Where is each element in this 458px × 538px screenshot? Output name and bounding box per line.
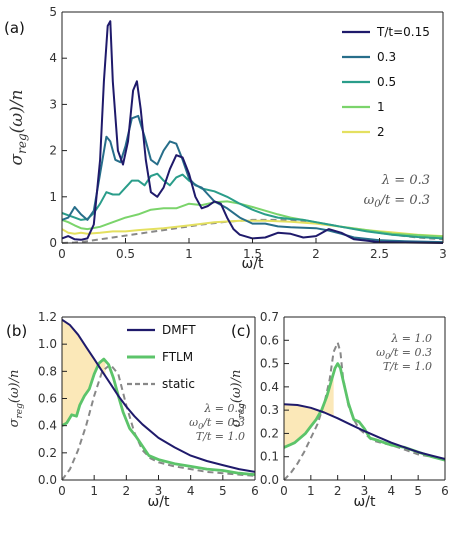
y-tick-label: 0 <box>49 236 57 250</box>
y-tick-label: 0.1 <box>260 450 279 464</box>
x-tick-label: 0.5 <box>116 247 135 261</box>
y-tick-label: 1.0 <box>38 337 57 351</box>
annotation-text: ω0/t = 0.3 <box>364 193 430 210</box>
y-axis-label: σreg(ω)/n <box>229 370 247 428</box>
x-tick-label: 4 <box>388 484 396 498</box>
y-tick-label: 0.6 <box>260 333 279 347</box>
series-line-0-5 <box>61 172 444 240</box>
legend-label: 1 <box>377 100 385 114</box>
series-line-dmft <box>61 318 256 473</box>
series-line-ftlm <box>283 362 446 462</box>
x-tick-label: 2.5 <box>370 247 389 261</box>
y-tick-label: 0.7 <box>260 310 279 324</box>
series-line-0-3 <box>61 114 444 244</box>
legend-label: T/t=0.15 <box>376 25 430 39</box>
y-axis-label: σreg(ω)/n <box>7 370 25 428</box>
chart-panel-b: 0 1 2 3 4 5 6 0.0 0.2 0.4 0.6 0.8 1.0 1.2 ω/t σreg(ω)/n… <box>6 310 259 510</box>
x-tick-label: 2 <box>334 484 342 498</box>
x-tick-label: 1.5 <box>243 247 262 261</box>
x-tick-label: 3 <box>361 484 369 498</box>
annotation-text: T/t = 1.0 <box>383 360 432 373</box>
y-tick-label: 0.6 <box>38 392 57 406</box>
series-line-t-t-0-15 <box>61 20 444 244</box>
y-tick-label: 0.4 <box>260 380 279 394</box>
annotation-text: λ = 0.3 <box>381 173 430 188</box>
x-axis-label: ω/t <box>148 494 170 510</box>
x-tick-label: 1 <box>185 247 193 261</box>
x-tick-label: 2 <box>123 484 131 498</box>
series-line-dmft <box>283 403 446 460</box>
panel-label: (c) <box>231 322 251 340</box>
x-tick-label: 0 <box>58 247 66 261</box>
legend-label: 0.3 <box>377 50 396 64</box>
y-tick-label: 1.2 <box>38 310 57 324</box>
chart-panel-c: 0 1 2 3 4 5 60.00.10.20.30.40.50.60.7ω/tσreg(ω… <box>229 310 449 510</box>
chart-panel-a: 0 0.5 1 1.5 2 2.5 3 0 1 2 3 4 5 ω/t σreg(ω)/n (a) T/t=0.… <box>4 5 447 272</box>
x-tick-label: 5 <box>414 484 422 498</box>
x-tick-label: 3 <box>439 247 447 261</box>
panel-label: (b) <box>6 322 27 340</box>
annotation-text: T/t = 1.0 <box>196 430 245 443</box>
x-tick-label: 0 <box>280 484 288 498</box>
annotation-text: ω0/t = 0.3 <box>189 416 245 431</box>
x-axis-label: ω/t <box>354 494 376 510</box>
x-tick-label: 0 <box>58 484 66 498</box>
x-tick-label: 2 <box>312 247 320 261</box>
y-tick-label: 4 <box>49 51 57 65</box>
x-tick-label: 1 <box>90 484 98 498</box>
x-tick-label: 6 <box>441 484 449 498</box>
y-tick-label: 0.5 <box>260 357 279 371</box>
legend-label: 0.5 <box>377 75 396 89</box>
x-tick-label: 6 <box>251 484 259 498</box>
y-tick-label: 5 <box>49 5 57 19</box>
annotation-text: ω0/t = 0.3 <box>376 346 432 361</box>
x-axis-label: ω/t <box>242 256 264 272</box>
x-tick-label: 3 <box>155 484 163 498</box>
panel-label: (a) <box>4 19 25 37</box>
legend-label: static <box>162 377 195 391</box>
legend-label: 2 <box>377 125 385 139</box>
y-tick-label: 1 <box>49 190 57 204</box>
annotation-text: λ = 0.3 <box>203 402 245 415</box>
y-tick-label: 2 <box>49 144 57 158</box>
shaded-region <box>284 372 334 448</box>
y-tick-label: 0.4 <box>38 419 57 433</box>
y-tick-label: 0.8 <box>38 364 57 378</box>
y-axis-label: σreg(ω)/n <box>7 90 29 166</box>
x-tick-label: 1 <box>307 484 315 498</box>
y-tick-label: 3 <box>49 97 57 111</box>
y-tick-label: 0.2 <box>38 446 57 460</box>
legend-label: FTLM <box>162 350 193 364</box>
y-tick-label: 0.3 <box>260 403 279 417</box>
y-tick-label: 0.0 <box>260 473 279 487</box>
y-tick-label: 0.0 <box>38 473 57 487</box>
y-tick-label: 0.2 <box>260 426 279 440</box>
legend-label: DMFT <box>162 323 196 337</box>
x-tick-label: 4 <box>187 484 195 498</box>
shaded-region <box>62 319 106 426</box>
annotation-text: λ = 1.0 <box>390 332 432 345</box>
series-line-static <box>61 218 444 244</box>
x-tick-label: 5 <box>219 484 227 498</box>
